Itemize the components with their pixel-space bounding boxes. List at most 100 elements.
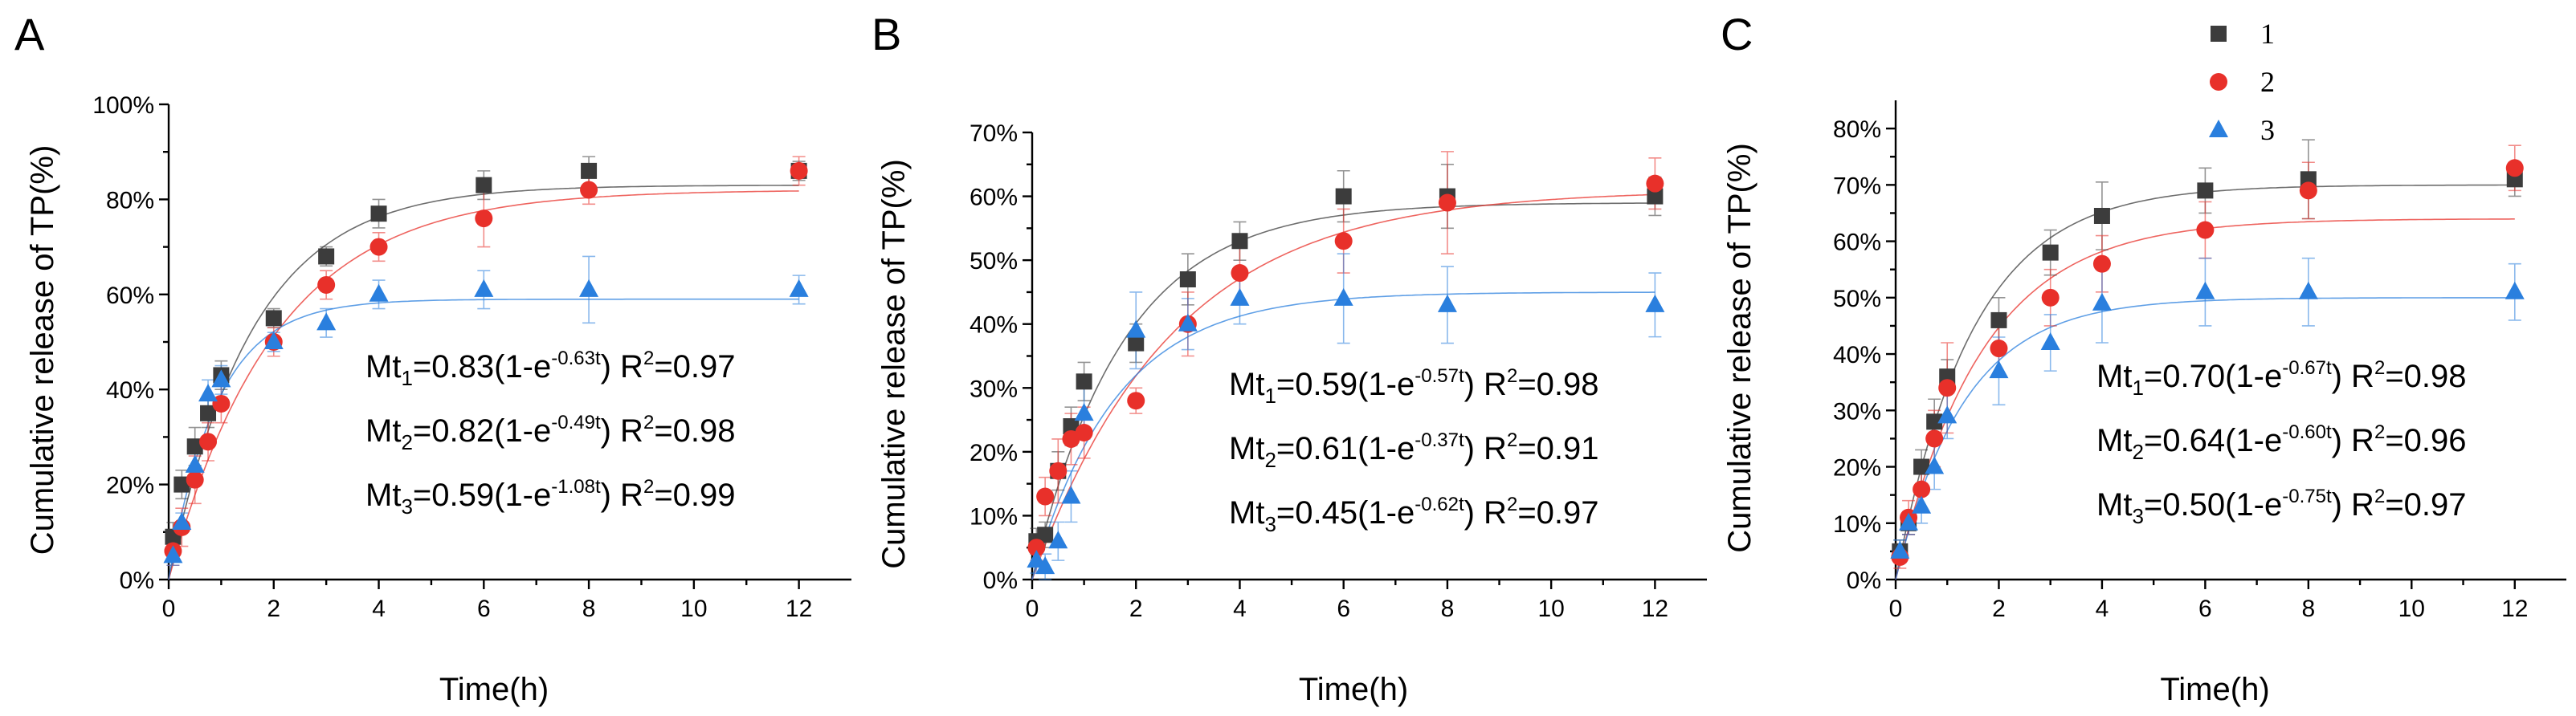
y-tick-label: 70% (970, 120, 1018, 147)
equation-part: 1 (1264, 384, 1276, 408)
y-tick-label: 100% (92, 92, 154, 119)
data-point-series-3 (474, 279, 494, 297)
data-point-series-3 (185, 454, 205, 473)
panel-b: B0 2 4 6 8 10 120%10%20%30%40%50%60%70%Time(h)… (872, 9, 1707, 707)
equation-part: Mt (2096, 359, 2132, 394)
data-point-series-3 (163, 545, 183, 563)
data-point-series-1 (2093, 207, 2110, 224)
fit-equation-2: Mt2=0.82(1-e-0.49t) R2=0.98 (365, 412, 736, 454)
equation-part: -0.62t (1415, 494, 1464, 515)
equation-part: =0.83(1-e (413, 349, 551, 384)
data-point-series-3 (1925, 456, 1945, 474)
data-point-series-3 (1230, 287, 1250, 306)
equation-part: 2 (1264, 448, 1276, 472)
x-axis-title: Time(h) (2160, 672, 2269, 707)
x-axis-title: Time(h) (1299, 672, 1408, 707)
equation-part: Mt (365, 478, 401, 513)
data-point-series-3 (1074, 403, 1094, 421)
equation-part: =0.97 (2385, 487, 2466, 523)
y-tick-label: 30% (1833, 398, 1881, 425)
legend-label-series-1: 1 (2260, 18, 2275, 50)
y-tick-label: 0% (120, 568, 154, 594)
data-point-series-1 (174, 476, 190, 493)
x-tick-label: 2 (1129, 596, 1143, 622)
y-tick-label: 10% (970, 503, 1018, 530)
data-point-series-3 (211, 369, 231, 388)
data-point-series-1 (1647, 188, 1664, 205)
equation-part: 2 (643, 412, 654, 433)
data-point-series-3 (1912, 495, 1932, 514)
y-tick-label: 70% (1833, 173, 1881, 199)
data-point-series-2 (1925, 429, 1944, 448)
data-point-series-2 (2196, 221, 2215, 239)
data-point-series-1 (370, 205, 387, 222)
y-tick-label: 50% (1833, 286, 1881, 312)
equation-part: =0.96 (2385, 423, 2466, 458)
data-point-series-3 (1061, 486, 1081, 504)
equation-part: =0.59(1-e (1276, 367, 1415, 402)
equation-part: -0.49t (551, 412, 601, 433)
equation-part: -0.37t (1415, 429, 1464, 451)
data-point-series-3 (198, 384, 218, 402)
equation-part: -0.63t (551, 348, 601, 369)
y-tick-label: 50% (970, 248, 1018, 275)
data-point-series-2 (1049, 462, 1068, 480)
y-axis-title: Cumulative release of TP(%) (876, 159, 912, 569)
data-point-series-1 (186, 438, 203, 455)
data-point-series-2 (317, 275, 336, 294)
data-point-series-3 (2040, 332, 2060, 351)
data-point-series-1 (2197, 182, 2214, 199)
data-point-series-3 (579, 279, 599, 297)
data-point-series-1 (581, 162, 598, 179)
data-point-series-2 (580, 181, 598, 199)
x-tick-label: 6 (1337, 596, 1350, 622)
data-point-series-3 (1890, 540, 1910, 559)
y-tick-label: 60% (106, 283, 154, 309)
data-point-series-3 (2505, 281, 2525, 299)
x-tick-label: 4 (372, 596, 386, 622)
equation-part: 1 (2132, 376, 2143, 400)
equation-part: =0.64(1-e (2144, 423, 2282, 458)
y-tick-label: 10% (1833, 511, 1881, 538)
x-tick-label: 10 (1537, 596, 1564, 622)
equation-part: ) R (1464, 367, 1507, 402)
panel-c: C0 2 4 6 8 10 120%10%20%30%40%50%60%70%80%Time… (1721, 9, 2566, 707)
data-point-series-2 (1127, 392, 1145, 410)
equation-part: =0.61(1-e (1276, 431, 1415, 466)
data-point-series-3 (1937, 405, 1958, 424)
data-point-series-2 (1075, 423, 1093, 441)
data-point-series-1 (1179, 271, 1196, 288)
equation-part: 3 (1264, 512, 1276, 536)
equation-part: 2 (643, 348, 654, 369)
equation-part: =0.98 (1517, 367, 1598, 402)
x-tick-label: 2 (1992, 596, 2006, 622)
data-point-series-2 (2092, 254, 2111, 273)
equation-part: Mt (1229, 495, 1264, 531)
x-tick-label: 0 (162, 596, 176, 622)
equation-part: 2 (2374, 357, 2385, 379)
equation-part: 2 (643, 476, 654, 498)
y-tick-label: 0% (1847, 568, 1881, 594)
y-axis-title: Cumulative release of TP(%) (1722, 143, 1757, 553)
data-point-series-3 (2298, 281, 2318, 299)
legend-marker-series-3 (2209, 120, 2228, 137)
data-point-series-1 (2042, 244, 2059, 261)
equation-part: Mt (365, 349, 401, 384)
data-point-series-1 (1128, 335, 1145, 352)
equation-part: =0.59(1-e (413, 478, 551, 513)
y-tick-label: 30% (970, 376, 1018, 402)
fit-equation-3: Mt3=0.50(1-e-0.75t) R2=0.97 (2096, 486, 2467, 528)
legend-label-series-3: 3 (2260, 114, 2275, 146)
data-point-series-3 (2092, 292, 2112, 311)
data-point-series-2 (212, 394, 231, 413)
data-point-series-2 (186, 470, 204, 489)
data-point-series-2 (1027, 539, 1046, 557)
equation-part: ) R (2332, 359, 2374, 394)
data-point-series-1 (318, 248, 335, 265)
x-tick-label: 4 (2096, 596, 2109, 622)
equation-part: Mt (2096, 487, 2132, 523)
equation-part: =0.91 (1517, 431, 1598, 466)
data-point-series-2 (1231, 264, 1249, 283)
y-tick-label: 80% (106, 187, 154, 214)
x-tick-label: 6 (477, 596, 491, 622)
